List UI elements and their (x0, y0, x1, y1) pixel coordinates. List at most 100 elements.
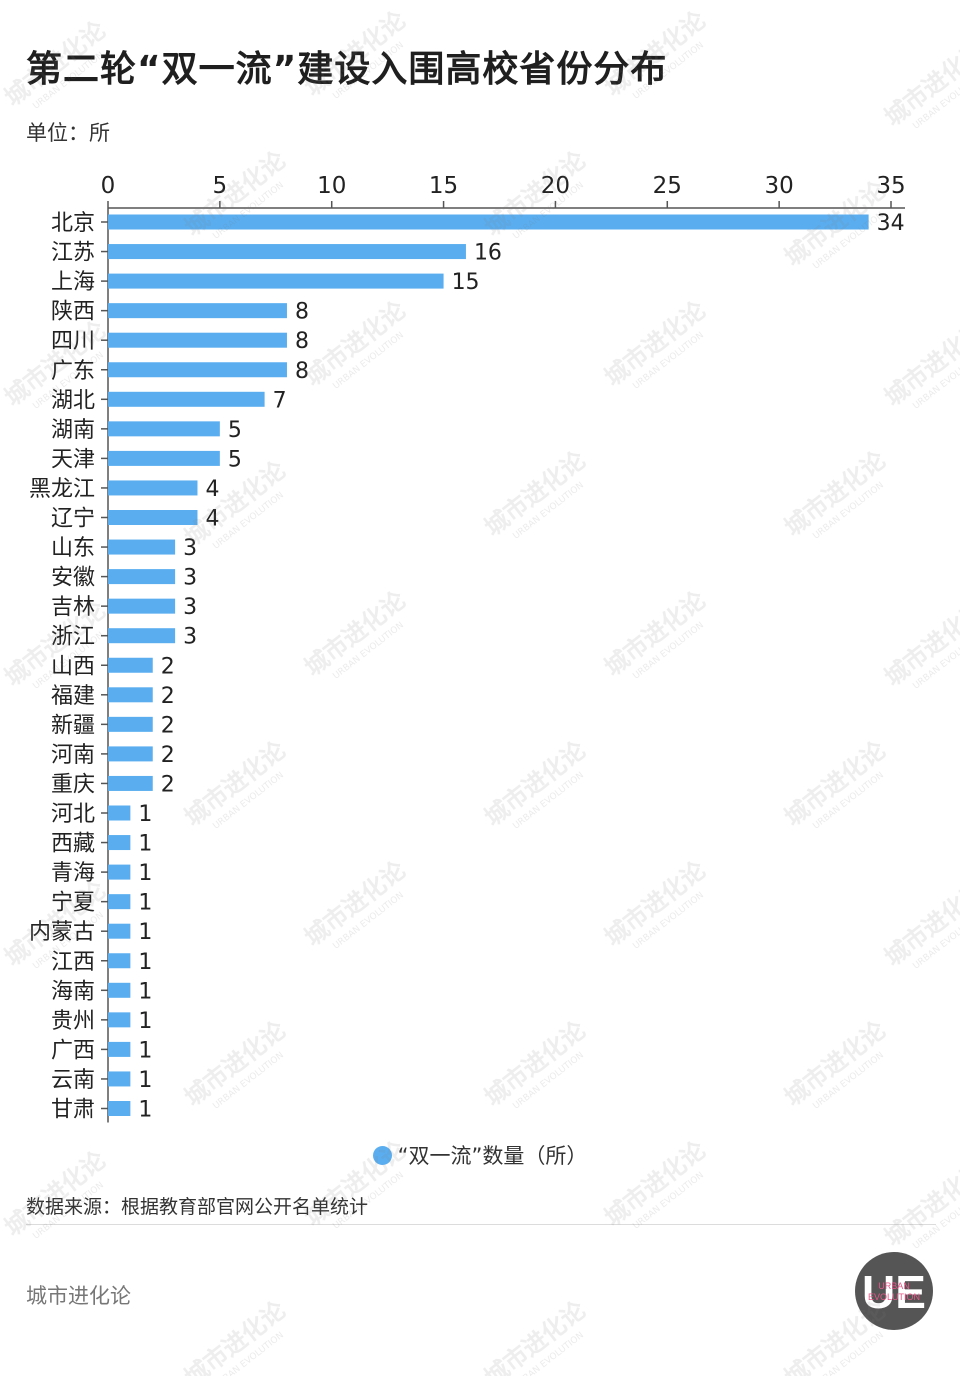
x-tick-label: 0 (101, 173, 116, 199)
bar (108, 746, 153, 762)
category-label: 广西 (51, 1038, 95, 1063)
logo-text-1: URBAN (878, 1281, 910, 1291)
value-label: 1 (138, 950, 152, 975)
bar (108, 1071, 131, 1087)
value-label: 4 (205, 477, 219, 502)
category-label: 江苏 (51, 241, 95, 266)
watermark-text: 城市进化论 (879, 35, 960, 132)
category-label: 海南 (51, 979, 95, 1004)
bar (108, 1041, 131, 1057)
category-label: 北京 (51, 211, 95, 236)
value-label: 5 (228, 447, 242, 472)
x-tick-label: 25 (653, 173, 682, 199)
brand-name: 城市进化论 (26, 1284, 131, 1308)
x-tick-label: 20 (541, 173, 570, 199)
bar (108, 391, 265, 407)
logo-text-2: EVOLUTION (868, 1292, 920, 1302)
bar (108, 805, 131, 821)
bar (108, 953, 131, 969)
category-label: 河南 (51, 743, 95, 768)
x-tick-label: 35 (876, 173, 905, 199)
category-label: 天津 (51, 447, 95, 472)
logo-letters: UE (862, 1266, 926, 1318)
bar (108, 775, 153, 791)
category-label: 吉林 (51, 595, 95, 620)
bar (108, 421, 220, 437)
value-label: 1 (138, 920, 152, 945)
value-label: 3 (183, 595, 197, 620)
category-label: 上海 (51, 270, 95, 295)
bar (108, 982, 131, 998)
value-label: 2 (161, 743, 175, 768)
bar (108, 303, 287, 319)
value-label: 1 (138, 979, 152, 1004)
bar (108, 835, 131, 851)
value-label: 15 (452, 270, 480, 295)
footer-divider (26, 1224, 936, 1225)
category-label: 辽宁 (51, 507, 95, 532)
category-label: 湖北 (51, 388, 95, 413)
watermark-subtext: URBAN EVOLUTION (511, 1330, 585, 1376)
bar (108, 687, 153, 703)
value-label: 1 (138, 1009, 152, 1034)
bar (108, 894, 131, 910)
watermark-subtext: URBAN EVOLUTION (211, 1330, 285, 1376)
legend-marker (372, 1146, 392, 1165)
category-label: 山东 (51, 536, 95, 561)
category-label: 新疆 (51, 713, 95, 738)
value-label: 34 (877, 211, 905, 236)
value-label: 8 (295, 329, 309, 354)
value-label: 1 (138, 861, 152, 886)
category-label: 重庆 (51, 772, 95, 797)
watermark-text: 城市进化论 (479, 1295, 592, 1376)
watermark-subtext: URBAN EVOLUTION (911, 70, 960, 131)
category-label: 西藏 (51, 832, 95, 857)
value-label: 3 (183, 625, 197, 650)
bar (108, 598, 176, 614)
bar (108, 716, 153, 732)
category-label: 山西 (51, 654, 95, 679)
category-label: 陕西 (51, 300, 95, 325)
category-label: 江西 (51, 950, 95, 975)
category-label: 黑龙江 (29, 477, 95, 502)
category-label: 福建 (51, 684, 95, 709)
value-label: 3 (183, 566, 197, 591)
category-label: 甘肃 (51, 1098, 95, 1123)
data-source: 数据来源：根据教育部官网公开名单统计 (26, 1196, 369, 1218)
category-label: 广东 (51, 359, 95, 384)
x-tick-label: 10 (317, 173, 346, 199)
value-label: 8 (295, 300, 309, 325)
x-tick-label: 30 (765, 173, 794, 199)
value-label: 1 (138, 802, 152, 827)
bar (108, 510, 198, 525)
bar (108, 362, 287, 378)
value-label: 1 (138, 1068, 152, 1093)
x-tick-label: 15 (429, 173, 458, 199)
watermark-subtext: URBAN EVOLUTION (631, 1170, 705, 1231)
watermark-subtext: URBAN EVOLUTION (911, 1190, 960, 1251)
brand-logo: UE URBAN EVOLUTION (855, 1252, 933, 1330)
bar (108, 244, 466, 260)
bar (108, 864, 131, 880)
value-label: 3 (183, 536, 197, 561)
bar (108, 480, 198, 496)
category-label: 浙江 (51, 625, 95, 650)
value-label: 2 (161, 654, 175, 679)
legend: “双一流”数量（所） (0, 1140, 960, 1170)
bar (108, 657, 153, 673)
value-label: 1 (138, 1038, 152, 1063)
value-label: 5 (228, 418, 242, 443)
value-label: 2 (161, 772, 175, 797)
category-label: 宁夏 (51, 891, 95, 916)
watermark-subtext: URBAN EVOLUTION (811, 1330, 885, 1376)
value-label: 2 (161, 684, 175, 709)
unit-label: 单位：所 (26, 121, 110, 145)
category-label: 贵州 (51, 1009, 95, 1034)
value-label: 2 (161, 713, 175, 738)
category-label: 河北 (51, 802, 95, 827)
